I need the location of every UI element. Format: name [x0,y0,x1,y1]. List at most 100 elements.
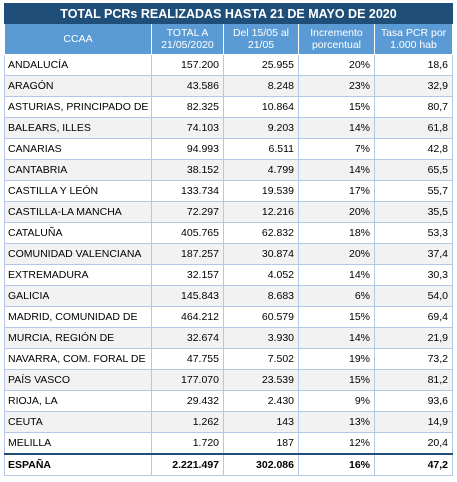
weekly-pcr-cell: 2.430 [223,390,299,412]
rate-per-1000-cell: 42,8 [374,138,453,160]
weekly-pcr-cell: 60.579 [223,306,299,328]
total-region-name-cell: ESPAÑA [4,453,152,476]
total-pcr-cell: 1.720 [151,432,224,455]
increment-percent-cell: 15% [298,369,375,391]
table-row: MELILLA 1.720 187 12% 20,4 [4,432,453,455]
region-name-cell: ANDALUCÍA [4,54,152,76]
total-pcr-cell: 29.432 [151,390,224,412]
region-name-cell: CANTABRIA [4,159,152,181]
table-row: CASTILLA-LA MANCHA 72.297 12.216 20% 35,5 [4,201,453,223]
weekly-pcr-cell: 8.248 [223,75,299,97]
header-total: TOTAL A 21/05/2020 [151,23,224,55]
weekly-pcr-cell: 6.511 [223,138,299,160]
rate-per-1000-cell: 32,9 [374,75,453,97]
increment-percent-cell: 14% [298,117,375,139]
region-name-cell: RIOJA, LA [4,390,152,412]
weekly-pcr-cell: 7.502 [223,348,299,370]
weekly-pcr-cell: 62.832 [223,222,299,244]
weekly-pcr-cell: 30.874 [223,243,299,265]
increment-percent-cell: 6% [298,285,375,307]
weekly-pcr-cell: 23.539 [223,369,299,391]
rate-per-1000-cell: 18,6 [374,54,453,76]
total-pcr-cell: 405.765 [151,222,224,244]
table-row: GALICIA 145.843 8.683 6% 54,0 [4,285,453,307]
rate-per-1000-cell: 55,7 [374,180,453,202]
table-title-row: TOTAL PCRs REALIZADAS HASTA 21 DE MAYO D… [4,3,453,24]
increment-percent-cell: 14% [298,159,375,181]
table-row: BALEARS, ILLES 74.103 9.203 14% 61,8 [4,117,453,139]
increment-percent-cell: 9% [298,390,375,412]
region-name-cell: MELILLA [4,432,152,455]
weekly-pcr-cell: 3.930 [223,327,299,349]
increment-percent-cell: 20% [298,243,375,265]
table-row: COMUNIDAD VALENCIANA 187.257 30.874 20% 37,4 [4,243,453,265]
increment-percent-cell: 19% [298,348,375,370]
rate-per-1000-cell: 81,2 [374,369,453,391]
header-ccaa: CCAA [4,23,152,55]
increment-percent-cell: 17% [298,180,375,202]
total-total-pcr-cell: 2.221.497 [151,453,224,476]
rate-per-1000-cell: 37,4 [374,243,453,265]
header-week: Del 15/05 al 21/05 [223,23,299,55]
total-pcr-cell: 82.325 [151,96,224,118]
increment-percent-cell: 23% [298,75,375,97]
weekly-pcr-cell: 25.955 [223,54,299,76]
region-name-cell: ASTURIAS, PRINCIPADO DE [4,96,152,118]
total-pcr-cell: 177.070 [151,369,224,391]
increment-percent-cell: 20% [298,54,375,76]
rate-per-1000-cell: 30,3 [374,264,453,286]
total-pcr-cell: 464.212 [151,306,224,328]
total-weekly-pcr-cell: 302.086 [223,453,299,476]
region-name-cell: BALEARS, ILLES [4,117,152,139]
rate-per-1000-cell: 80,7 [374,96,453,118]
rate-per-1000-cell: 65,5 [374,159,453,181]
region-name-cell: CASTILLA-LA MANCHA [4,201,152,223]
total-pcr-cell: 145.843 [151,285,224,307]
table-row: CEUTA 1.262 143 13% 14,9 [4,411,453,433]
table-row: CANTABRIA 38.152 4.799 14% 65,5 [4,159,453,181]
table-row: ASTURIAS, PRINCIPADO DE 82.325 10.864 15% 80… [4,96,453,118]
weekly-pcr-cell: 4.052 [223,264,299,286]
rate-per-1000-cell: 35,5 [374,201,453,223]
rate-per-1000-cell: 69,4 [374,306,453,328]
increment-percent-cell: 12% [298,432,375,455]
header-increment: Incremento porcentual [298,23,375,55]
total-pcr-cell: 38.152 [151,159,224,181]
rate-per-1000-cell: 54,0 [374,285,453,307]
region-name-cell: NAVARRA, COM. FORAL DE [4,348,152,370]
increment-percent-cell: 14% [298,264,375,286]
table-row: CANARIAS 94.993 6.511 7% 42,8 [4,138,453,160]
rate-per-1000-cell: 61,8 [374,117,453,139]
table-row: MURCIA, REGIÓN DE 32.674 3.930 14% 21,9 [4,327,453,349]
increment-percent-cell: 18% [298,222,375,244]
rate-per-1000-cell: 73,2 [374,348,453,370]
table-total-row: ESPAÑA 2.221.497 302.086 16% 47,2 [4,453,453,476]
increment-percent-cell: 15% [298,96,375,118]
region-name-cell: ARAGÓN [4,75,152,97]
region-name-cell: MADRID, COMUNIDAD DE [4,306,152,328]
table-row: ANDALUCÍA 157.200 25.955 20% 18,6 [4,54,453,76]
weekly-pcr-cell: 143 [223,411,299,433]
region-name-cell: CATALUÑA [4,222,152,244]
region-name-cell: EXTREMADURA [4,264,152,286]
weekly-pcr-cell: 10.864 [223,96,299,118]
weekly-pcr-cell: 8.683 [223,285,299,307]
increment-percent-cell: 14% [298,327,375,349]
table-row: ARAGÓN 43.586 8.248 23% 32,9 [4,75,453,97]
rate-per-1000-cell: 21,9 [374,327,453,349]
increment-percent-cell: 13% [298,411,375,433]
table-row: EXTREMADURA 32.157 4.052 14% 30,3 [4,264,453,286]
region-name-cell: PAÍS VASCO [4,369,152,391]
region-name-cell: GALICIA [4,285,152,307]
total-pcr-cell: 187.257 [151,243,224,265]
rate-per-1000-cell: 20,4 [374,432,453,455]
table-row: CATALUÑA 405.765 62.832 18% 53,3 [4,222,453,244]
region-name-cell: COMUNIDAD VALENCIANA [4,243,152,265]
region-name-cell: MURCIA, REGIÓN DE [4,327,152,349]
rate-per-1000-cell: 53,3 [374,222,453,244]
region-name-cell: CASTILLA Y LEÓN [4,180,152,202]
total-pcr-cell: 157.200 [151,54,224,76]
table-row: NAVARRA, COM. FORAL DE 47.755 7.502 19% 73,2 [4,348,453,370]
total-pcr-cell: 43.586 [151,75,224,97]
total-pcr-cell: 1.262 [151,411,224,433]
